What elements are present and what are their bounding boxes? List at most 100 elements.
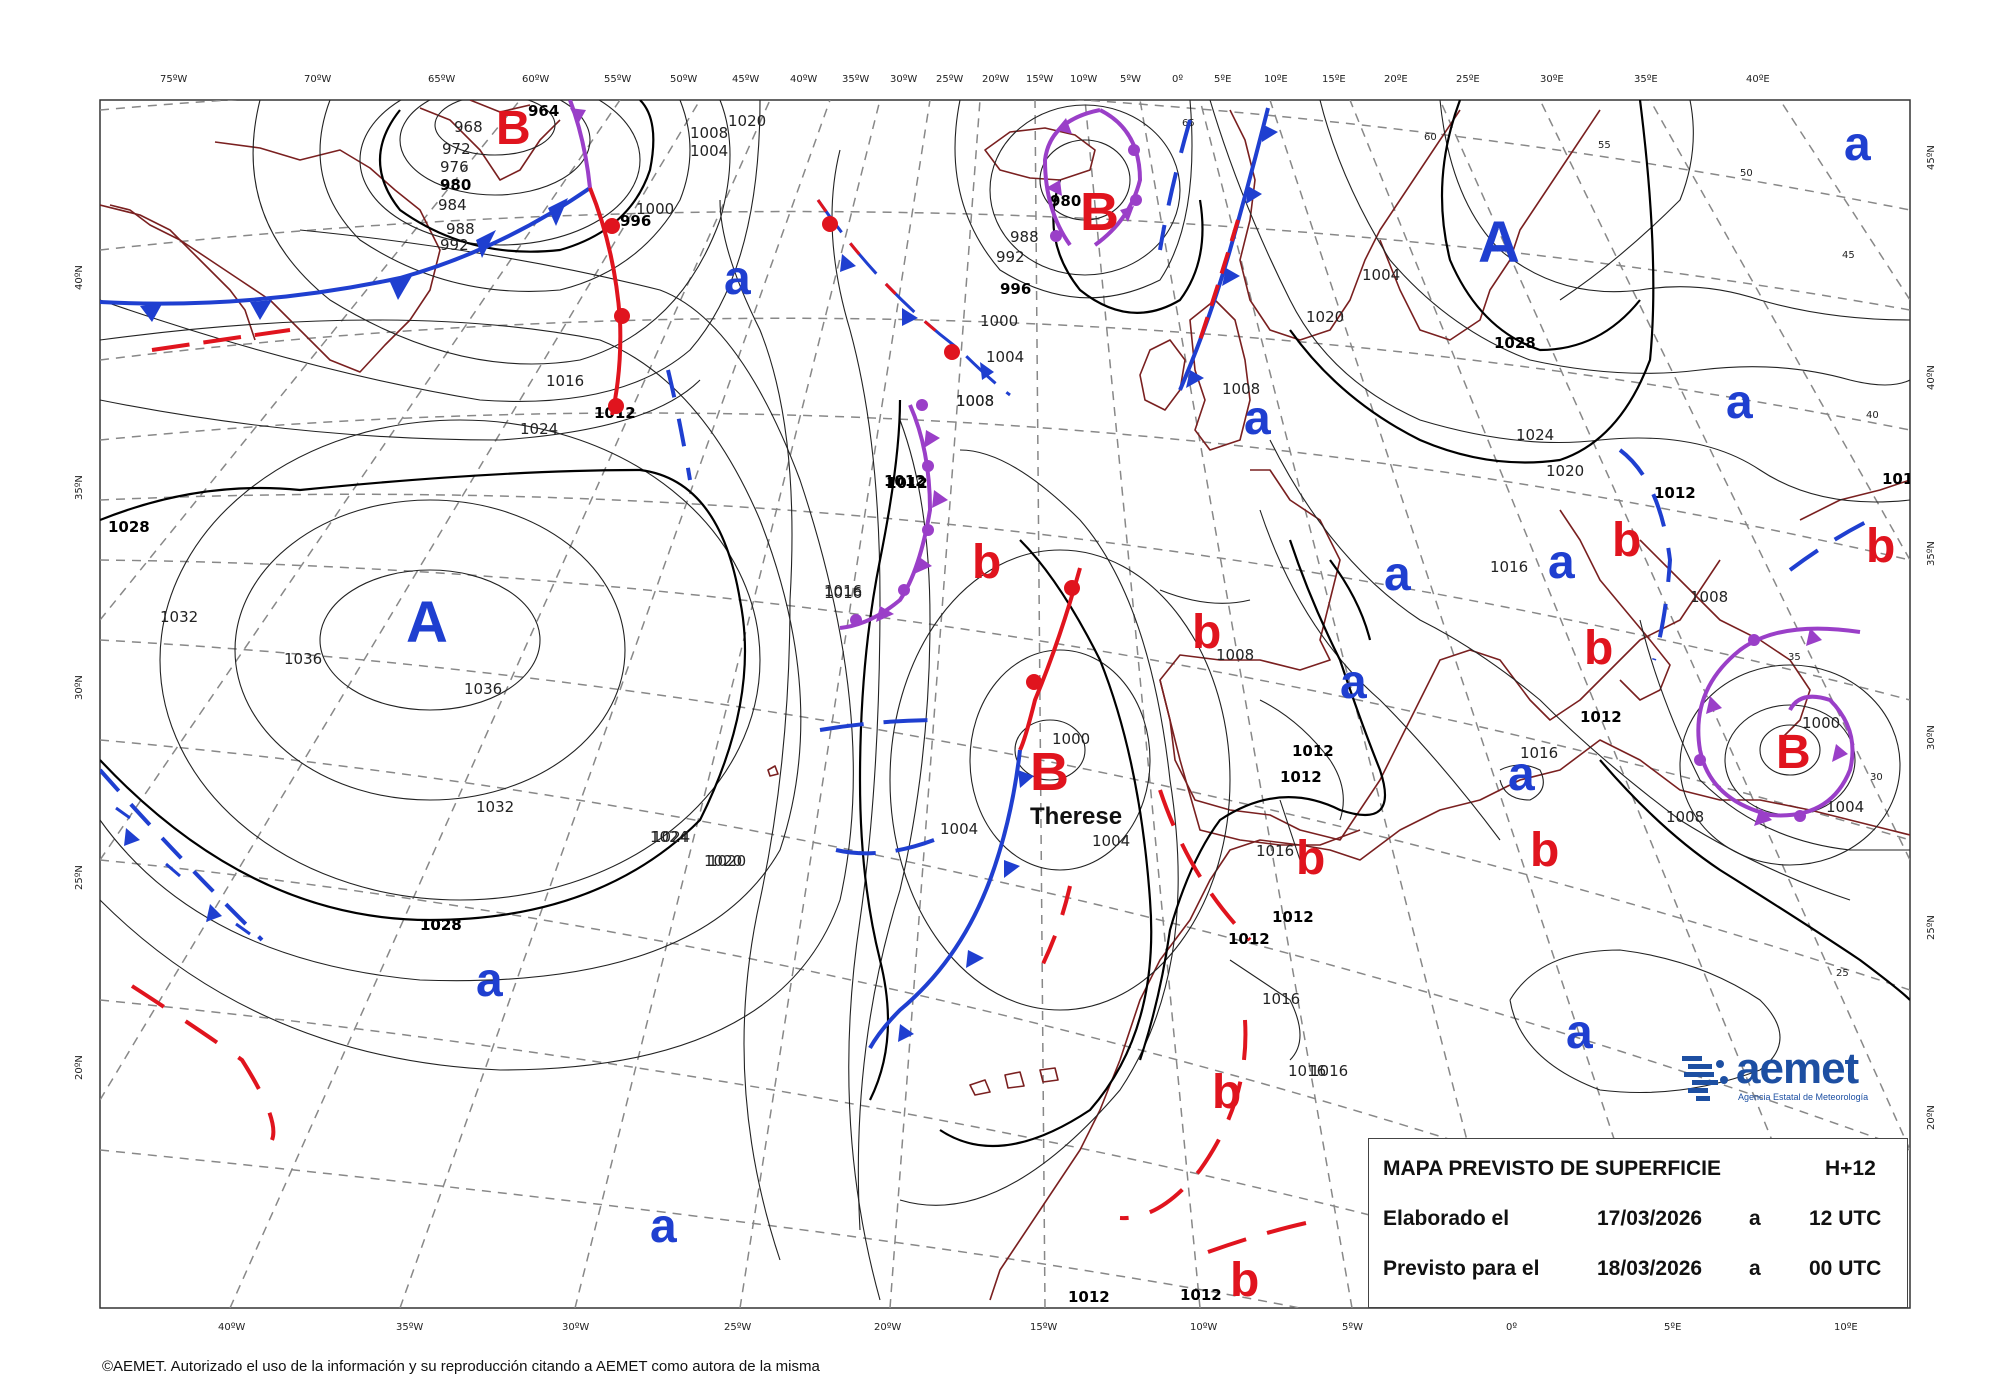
isobar-label: 1016	[1490, 558, 1528, 576]
rel-high: a	[1844, 118, 1871, 171]
isobar-label: 992	[996, 248, 1025, 266]
isobar-label: 1024	[1516, 426, 1554, 444]
lon-label: 30ºW	[562, 1322, 589, 1333]
greenland-coast	[109, 141, 441, 373]
isobar-label: 1012	[1280, 768, 1322, 786]
made-time: 12 UTC	[1809, 1207, 1882, 1230]
lat-label: 35ºN	[74, 475, 85, 500]
isobar-label: 1008	[1666, 808, 1704, 826]
lon-label: 0º	[1172, 74, 1183, 85]
isobar-label: 1008	[1216, 646, 1254, 664]
map-title: MAPA PREVISTO DE SUPERFICIE	[1383, 1157, 1721, 1180]
cold-front-north	[100, 186, 592, 322]
rel-high: a	[1508, 748, 1535, 801]
coastlines	[100, 100, 1910, 1301]
lon-label: 75ºW	[160, 74, 187, 85]
lat-label: 30ºN	[1926, 725, 1937, 750]
cold-front-southwest	[100, 768, 264, 942]
trough-north-atlantic	[666, 369, 692, 481]
rel-high: a	[650, 1200, 677, 1253]
isobar-label: 1020	[728, 112, 766, 130]
isobar-label: 1000	[980, 312, 1018, 330]
valid-separator: a	[1749, 1257, 1761, 1280]
forecast-step: H+12	[1825, 1157, 1876, 1180]
isobar-label: 1016	[1256, 842, 1294, 860]
lon-label: 40ºE	[1746, 74, 1770, 85]
lon-label: 5ºE	[1664, 1322, 1681, 1333]
lon-label: 10ºE	[1834, 1322, 1858, 1333]
isobar-label: 1016	[1288, 1062, 1326, 1080]
warm-front-therese	[1018, 567, 1082, 751]
isobar-label: 1016	[1262, 990, 1300, 1008]
parallel-label: 50	[1740, 168, 1753, 179]
lon-label: 30ºE	[1540, 74, 1564, 85]
isobar-label: 1008	[1690, 588, 1728, 606]
iceland-coast	[984, 127, 1096, 181]
isobar-label: 1004	[940, 820, 978, 838]
rel-high: a	[476, 954, 503, 1007]
isobar-label: 1016	[824, 582, 862, 600]
isobar-label: 972	[442, 140, 471, 158]
british-isles	[1139, 299, 1251, 451]
right-latitude-axis: 45ºN 40ºN 35ºN 30ºN 25ºN 20ºN	[1926, 145, 1937, 1130]
high-centre-atlantic: A	[406, 590, 448, 655]
isobar-label: 968	[454, 118, 483, 136]
copyright-notice: ©AEMET. Autorizado el uso de la informac…	[102, 1358, 820, 1375]
lon-label: 35ºW	[842, 74, 869, 85]
isobar-label: 1012	[1580, 708, 1622, 726]
isobar-label: 1028	[1494, 334, 1536, 352]
low-centre-iceland: B	[1080, 182, 1119, 242]
isobar-label: 1028	[420, 916, 462, 934]
made-date: 17/03/2026	[1597, 1207, 1703, 1230]
lon-label: 25ºE	[1456, 74, 1480, 85]
occluded-front-iceland	[1042, 108, 1143, 247]
lon-label: 40ºW	[218, 1322, 245, 1333]
thermal-trough-iberia	[1158, 789, 1252, 942]
lon-label: 15ºW	[1026, 74, 1053, 85]
parallel-label: 30	[1870, 772, 1883, 783]
isobar-label: 1004	[1362, 266, 1400, 284]
made-label: Elaborado el	[1383, 1207, 1510, 1230]
map-frame	[99, 99, 1911, 1309]
aemet-subtitle: Agencia Estatal de Meteorología	[1738, 1092, 1869, 1102]
lon-label: 5ºW	[1342, 1322, 1363, 1333]
thermal-trough-south	[1207, 1218, 1321, 1254]
arctic-islands	[419, 100, 561, 181]
lon-label: 20ºE	[1384, 74, 1408, 85]
parallel-label: 60	[1424, 132, 1437, 143]
cold-front-north-sea	[1178, 107, 1278, 391]
lon-label: 0º	[1506, 1322, 1517, 1333]
graticule-meridians	[100, 100, 1910, 1308]
valid-time: 00 UTC	[1809, 1257, 1882, 1280]
lon-label: 70ºW	[304, 74, 331, 85]
graticule-parallels	[100, 100, 1910, 1308]
lon-label: 15ºW	[1030, 1322, 1057, 1333]
isobar-label: 1024	[650, 828, 688, 846]
trough-greece	[1788, 518, 1871, 572]
rel-low: b	[1866, 520, 1895, 573]
rel-high: a	[724, 252, 751, 305]
storm-name-label: Therese	[1030, 803, 1122, 830]
cold-front-therese	[868, 749, 1034, 1049]
low-centre-greenland: B	[496, 102, 531, 155]
isobar-label: 1008	[956, 392, 994, 410]
isobar-label: 1020	[1546, 462, 1584, 480]
bold-isobars	[100, 100, 1910, 1148]
lat-label: 25ºN	[1926, 915, 1937, 940]
isobar-label: 1020	[1306, 308, 1344, 326]
isobar-label: 996	[620, 212, 651, 230]
lat-label: 45ºN	[1926, 145, 1937, 170]
lon-label: 55ºW	[604, 74, 631, 85]
pressure-centres: A A B B B B a a a a a a a a a a a b b b …	[406, 102, 1895, 1307]
rel-high: a	[1548, 536, 1575, 589]
isobar-label: 1012	[1882, 470, 1924, 488]
lat-label: 20ºN	[1926, 1105, 1937, 1130]
lat-label: 35ºN	[1926, 541, 1937, 566]
isobar-label: 1028	[420, 916, 462, 934]
warm-dashed-labrador	[151, 328, 291, 352]
isobar-label: 1000	[636, 200, 674, 218]
labrador-coast	[100, 204, 256, 341]
isobar-label: 976	[440, 158, 469, 176]
lon-label: 20ºW	[982, 74, 1009, 85]
lon-label: 10ºW	[1190, 1322, 1217, 1333]
